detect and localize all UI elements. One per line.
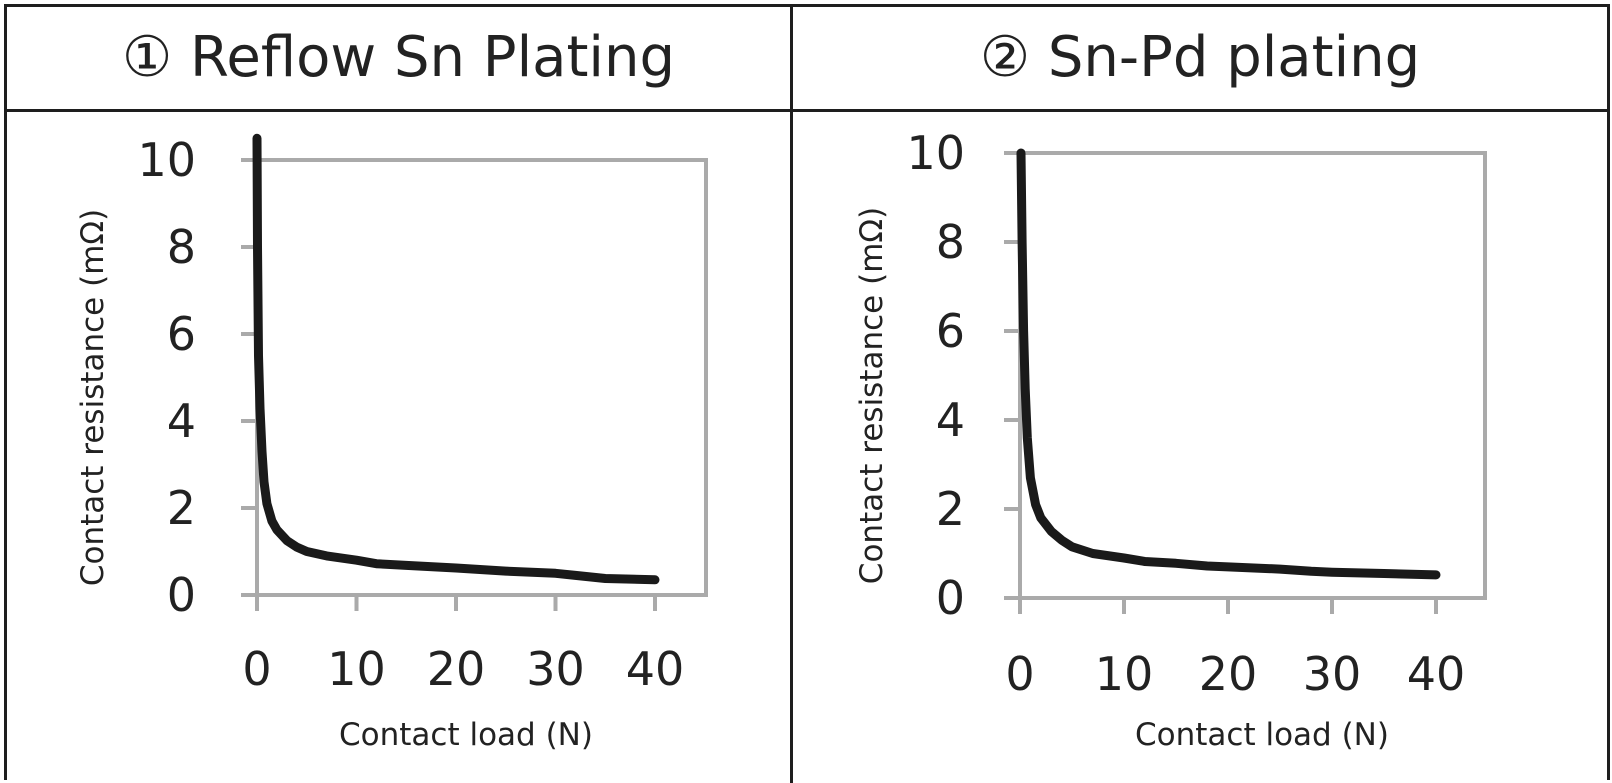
y-tick-label: 4 bbox=[167, 394, 196, 448]
y-tick-label: 2 bbox=[167, 481, 196, 535]
x-tick-label: 30 bbox=[526, 642, 585, 696]
x-tick-label: 20 bbox=[427, 642, 486, 696]
y-tick-label: 0 bbox=[167, 568, 196, 622]
header-divider bbox=[7, 109, 1607, 112]
figure-table: ① Reflow Sn Plating ② Sn-Pd plating bbox=[4, 4, 1610, 783]
x-tick-label: 10 bbox=[1095, 647, 1154, 701]
y-axis-label: Contact resistance (mΩ) bbox=[854, 207, 890, 584]
y-tick-label: 10 bbox=[137, 133, 196, 187]
x-tick-label: 30 bbox=[1303, 647, 1362, 701]
y-axis-label: Contact resistance (mΩ) bbox=[75, 209, 111, 586]
contact-resistance-curve bbox=[1016, 148, 1441, 580]
y-tick-label: 8 bbox=[936, 215, 965, 269]
panel-number: ② bbox=[979, 25, 1031, 90]
x-tick-label: 0 bbox=[242, 642, 271, 696]
column-divider bbox=[790, 7, 793, 783]
x-tick-label: 40 bbox=[626, 642, 685, 696]
y-tick-label: 6 bbox=[167, 307, 196, 361]
plot-frame bbox=[1018, 151, 1487, 600]
y-tick-label: 4 bbox=[936, 393, 965, 447]
x-tick-label: 0 bbox=[1005, 647, 1034, 701]
contact-resistance-curve bbox=[252, 133, 660, 585]
y-tick-label: 6 bbox=[936, 304, 965, 358]
x-axis-label: Contact load (N) bbox=[1135, 717, 1389, 753]
x-axis-label: Contact load (N) bbox=[339, 717, 593, 753]
y-tick-label: 8 bbox=[167, 220, 196, 274]
x-tick-label: 10 bbox=[327, 642, 386, 696]
panel-title-text: Reflow Sn Plating bbox=[189, 25, 676, 90]
x-tick-label: 40 bbox=[1407, 647, 1466, 701]
panel-number: ① bbox=[121, 25, 173, 90]
x-tick-label: 20 bbox=[1199, 647, 1258, 701]
panel-title-text: Sn-Pd plating bbox=[1047, 25, 1421, 90]
panel-title-reflow-sn: ① Reflow Sn Plating bbox=[7, 7, 790, 109]
y-tick-label: 2 bbox=[936, 482, 965, 536]
panel-title-sn-pd: ② Sn-Pd plating bbox=[793, 7, 1607, 109]
y-tick-label: 0 bbox=[936, 571, 965, 625]
y-tick-label: 10 bbox=[906, 126, 965, 180]
